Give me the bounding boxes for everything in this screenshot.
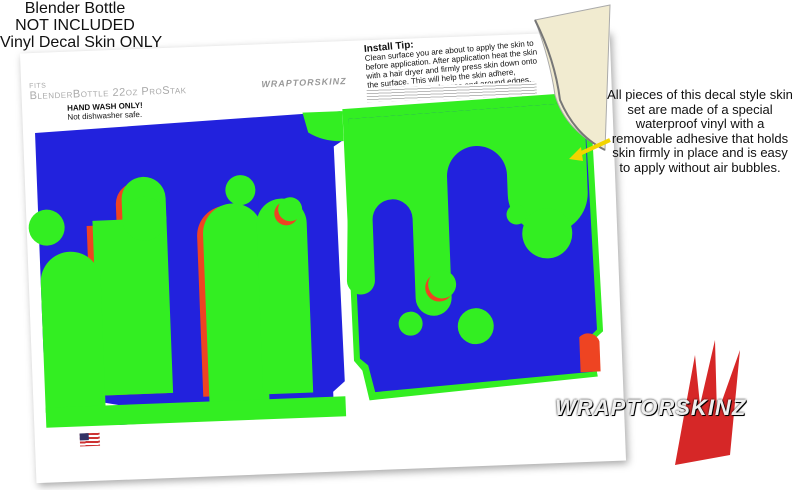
vinyl-note: All pieces of this decal style skin set … [607, 87, 793, 175]
header-line: Blender Bottle [24, 0, 126, 17]
arrow-icon [569, 138, 611, 161]
right-panel [342, 91, 604, 401]
header-title: Blender Bottle NOT INCLUDED Vinyl Decal … [0, 0, 163, 51]
brand-logo: WRAPTORSKINZ [555, 395, 747, 420]
left-panel [28, 111, 347, 428]
header-line: NOT INCLUDED [15, 17, 135, 34]
peeled-corner-icon [534, 4, 611, 151]
decal-sheet: FITS BlenderBottle 22oz ProStak HAND WASH… [19, 30, 627, 484]
decal-panels [28, 91, 604, 428]
claw-logo-icon [675, 340, 740, 465]
header-line: Vinyl Decal Skin ONLY [0, 34, 163, 51]
